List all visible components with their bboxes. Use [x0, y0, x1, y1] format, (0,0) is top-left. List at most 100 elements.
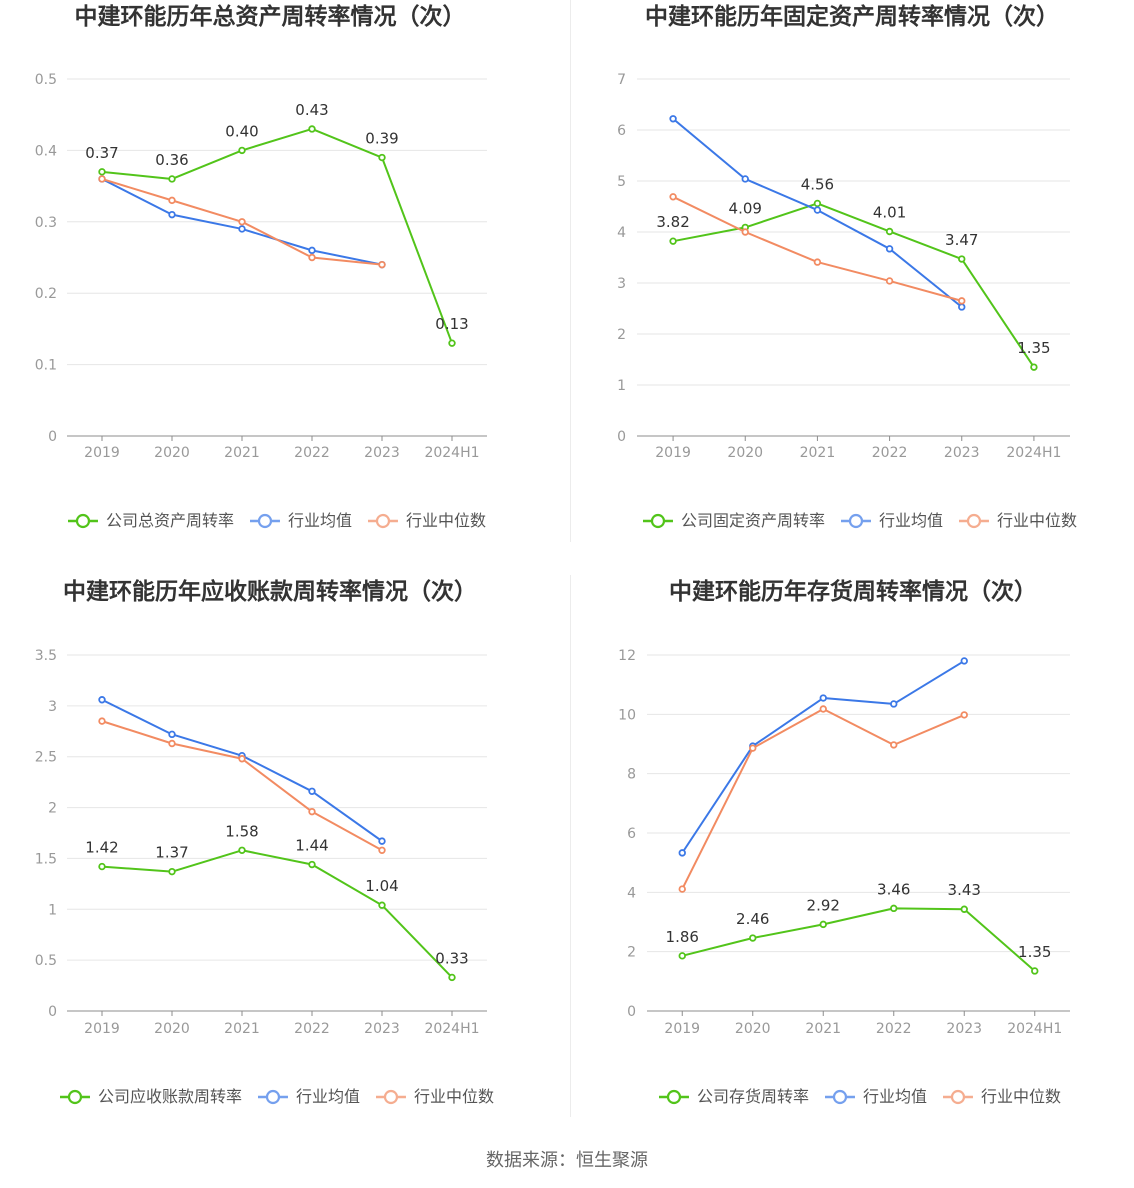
industry-median-data-point: [669, 193, 677, 201]
legend-label: 公司存货周转率: [696, 1087, 809, 1106]
industry-median-data-point: [378, 260, 386, 269]
legend-label: 行业中位数: [414, 1087, 495, 1106]
x-tick-label: 2020: [727, 445, 763, 461]
industry-avg-data-point: [813, 206, 822, 214]
fixed-asset-turnover-chart: 中建环能历年固定资产周转率情况（次） 0 1 2 3 4 5 6 7 2019 2020 2021 2…: [567, 0, 1134, 545]
company-data-point: [98, 862, 106, 871]
y-tick-label: 3: [48, 699, 57, 715]
y-tick-label: 8: [627, 767, 636, 783]
legend-label: 行业中位数: [981, 1087, 1062, 1106]
company-data-label: 3.47: [945, 231, 978, 249]
company-data-label: 2.92: [807, 896, 840, 914]
industry-median-data-point: [378, 846, 386, 854]
company-data-point: [308, 125, 316, 133]
industry-median-data-point: [168, 739, 176, 748]
chart-title: 中建环能历年总资产周转率情况（次）: [74, 4, 466, 30]
line-chart-plot: 0 0.5 1 1.5 2 2.5 3 3.5 2019 2020 2021 2022 2023 2024…: [35, 648, 487, 1037]
panel-divider: [570, 0, 571, 542]
industry-avg-data-point: [885, 245, 894, 253]
legend-item-industry-median[interactable]: 行业中位数: [376, 1088, 494, 1106]
company-data-label: 1.37: [155, 844, 188, 862]
legend-item-company[interactable]: 公司存货周转率: [658, 1087, 809, 1106]
x-tick-label: 2019: [655, 445, 691, 461]
line-chart-plot: 0 1 2 3 4 5 6 7 2019 2020 2021 2022 2023 2024H1 3.82 4.…: [617, 72, 1070, 461]
company-data-point: [378, 153, 386, 162]
x-tick-label: 2020: [154, 445, 190, 461]
company-data-point: [1031, 967, 1039, 975]
y-tick-label: 0.4: [35, 143, 57, 159]
company-data-point: [1030, 363, 1038, 371]
x-tick-label: 2023: [944, 445, 980, 461]
y-tick-label: 10: [618, 707, 636, 723]
chart-title: 中建环能历年存货周转率情况（次）: [669, 579, 1037, 605]
y-tick-label: 0.2: [35, 286, 57, 302]
company-data-point: [669, 237, 677, 245]
company-data-point: [885, 227, 894, 236]
company-data-label: 0.33: [435, 949, 468, 967]
y-tick-label: 4: [627, 885, 636, 901]
industry-median-series-line: [681, 707, 965, 890]
legend-item-industry-median[interactable]: 行业中位数: [368, 512, 486, 530]
x-tick-label: 2021: [800, 445, 836, 461]
company-data-label: 0.43: [295, 101, 328, 119]
industry-median-data-point: [890, 741, 898, 749]
y-tick-label: 0.5: [35, 953, 57, 969]
legend-label: 行业均值: [287, 511, 353, 530]
panel-divider: [570, 575, 571, 1117]
industry-avg-data-point: [741, 175, 749, 183]
company-data-point: [238, 846, 246, 854]
legend-item-company[interactable]: 公司总资产周转率: [67, 512, 234, 530]
industry-median-data-point: [168, 196, 176, 205]
x-tick-label: 2021: [224, 445, 260, 461]
industry-median-data-point: [98, 717, 106, 725]
industry-avg-data-point: [308, 246, 316, 255]
chart-legend: 公司总资产周转率 行业均值 行业中位数: [67, 511, 486, 530]
legend-item-industry-average[interactable]: 行业均值: [249, 511, 353, 530]
x-tick-label: 2019: [664, 1021, 700, 1037]
y-tick-label: 2.5: [35, 750, 57, 766]
industry-avg-data-point: [378, 837, 386, 845]
y-tick-label: 1: [48, 902, 57, 918]
legend-line-circle-icon: [59, 1089, 90, 1105]
company-data-point: [238, 146, 246, 155]
company-data-label: 1.42: [85, 839, 118, 857]
legend-item-industry-average[interactable]: 行业均值: [824, 1088, 927, 1106]
x-tick-label: 2022: [872, 445, 908, 461]
industry-avg-data-point: [98, 696, 106, 704]
legend-item-industry-median[interactable]: 行业中位数: [959, 512, 1077, 530]
company-data-label: 1.04: [365, 877, 398, 895]
legend-line-circle-icon: [257, 1089, 288, 1105]
y-tick-label: 1.5: [35, 851, 57, 867]
industry-avg-data-point: [669, 115, 677, 123]
x-tick-label: 2023: [364, 1021, 400, 1037]
company-data-point: [960, 905, 968, 913]
y-tick-label: 4: [617, 225, 626, 241]
industry-median-data-point: [308, 253, 316, 262]
company-data-label: 0.37: [85, 144, 118, 162]
company-data-label: 1.86: [666, 928, 699, 946]
industry-median-data-point: [741, 228, 749, 236]
industry-avg-data-point: [958, 303, 966, 311]
data-source-note: 数据来源：恒生聚源: [486, 1150, 648, 1171]
company-series-line: [672, 202, 1035, 368]
legend-item-industry-average[interactable]: 行业均值: [840, 512, 943, 530]
company-data-label: 2.46: [736, 910, 769, 928]
legend-item-industry-average[interactable]: 行业均值: [257, 1088, 360, 1106]
legend-item-industry-median[interactable]: 行业中位数: [943, 1088, 1061, 1106]
company-data-point: [813, 199, 822, 208]
legend-item-company[interactable]: 公司固定资产周转率: [642, 512, 825, 530]
company-data-point: [749, 934, 757, 942]
legend-item-company[interactable]: 公司应收账款周转率: [59, 1088, 242, 1106]
company-data-label: 3.43: [948, 881, 981, 899]
industry-avg-series-line: [681, 660, 965, 854]
industry-median-data-point: [885, 277, 894, 285]
x-tick-label: 2024H1: [424, 1021, 479, 1037]
company-data-point: [168, 867, 176, 876]
y-tick-label: 0.1: [35, 358, 57, 374]
company-data-label: 4.56: [801, 175, 834, 193]
legend-line-circle-icon: [368, 513, 399, 529]
industry-median-data-point: [678, 885, 686, 893]
company-data-label: 1.35: [1017, 339, 1050, 357]
legend-line-circle-icon: [642, 513, 673, 529]
